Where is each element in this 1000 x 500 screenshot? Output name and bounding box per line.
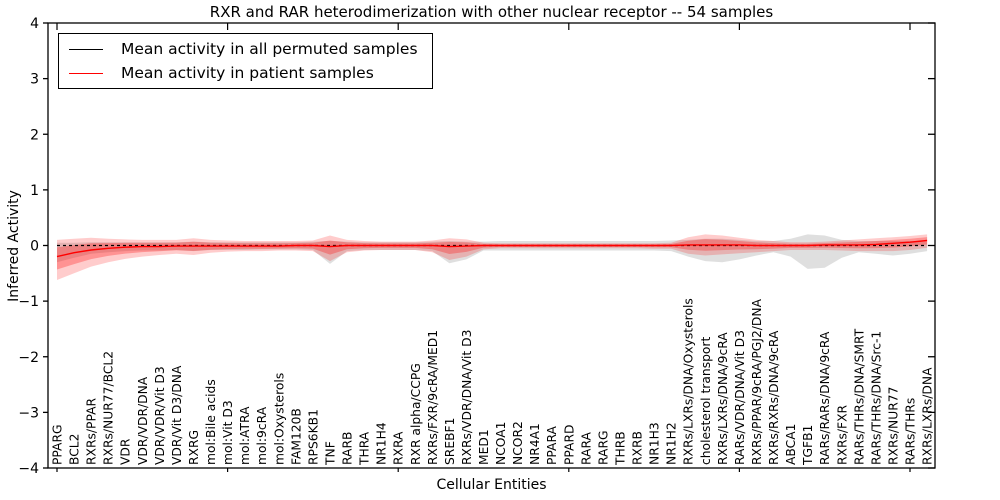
y-tick-label: 2 <box>30 127 39 143</box>
x-entity-label: ABCA1 <box>784 424 798 465</box>
permuted-band <box>57 234 928 269</box>
legend-label-permuted: Mean activity in all permuted samples <box>121 40 418 58</box>
x-entity-label: BCL2 <box>68 434 82 465</box>
x-entity-label: NCOA1 <box>494 422 508 465</box>
patient-line-swatch <box>69 72 103 74</box>
x-entity-label: NCOR2 <box>511 421 525 465</box>
y-tick-label: −3 <box>18 405 39 421</box>
y-tick-label: −4 <box>18 461 39 477</box>
x-entity-label: SREBF1 <box>443 418 457 465</box>
y-tick-label: 1 <box>30 183 39 199</box>
x-entity-label: RARG <box>596 430 610 465</box>
x-entity-label: RARs/THRs <box>904 398 918 465</box>
legend-item-permuted: Mean activity in all permuted samples <box>69 40 418 58</box>
x-entity-label: RXRs/RXRs/DNA/9cRA <box>767 330 781 465</box>
x-entity-label: RXRs/PPAR/9cRA/PGJ2/DNA <box>750 298 764 465</box>
x-entity-label: RXRs/NUR77/BCL2 <box>102 351 116 465</box>
permuted-line-swatch <box>69 48 103 50</box>
x-entity-label: mol:Bile acids <box>204 379 218 465</box>
x-entity-label: FAM120B <box>289 408 303 465</box>
chart-title: RXR and RAR heterodimerization with othe… <box>209 3 774 21</box>
x-entity-label: RXRs/LXRs/DNA/9cRA <box>716 332 730 465</box>
x-entity-label: RARs/VDR/DNA/Vit D3 <box>733 330 747 465</box>
x-axis-label: Cellular Entities <box>436 477 547 493</box>
legend-item-patient: Mean activity in patient samples <box>69 64 418 82</box>
y-tick-label: −2 <box>18 350 39 366</box>
x-entity-label: RARs/RARs/DNA/9cRA <box>818 331 832 465</box>
x-entity-label: RARB <box>341 432 355 465</box>
y-tick-label: 3 <box>30 72 39 88</box>
x-entity-label: NR1H2 <box>665 422 679 465</box>
x-entity-label: NR1H3 <box>648 422 662 465</box>
x-entity-label: mol:Oxysterols <box>272 373 286 465</box>
y-tick-label: 0 <box>30 239 39 255</box>
x-entity-label: RARs/THRs/DNA/SMRT <box>852 328 866 465</box>
x-entity-label: RPS6KB1 <box>306 409 320 465</box>
x-entity-label: RXRs/FXR/9cRA/MED1 <box>426 330 440 465</box>
x-entity-label: VDR/VDR/DNA <box>136 376 150 465</box>
x-entity-label: RXRs/NUR77 <box>886 387 900 465</box>
x-entity-label: TNF <box>324 441 338 466</box>
x-entity-label: mol:Vit D3 <box>221 400 235 465</box>
patient-mean-line <box>56 239 928 258</box>
x-entity-label: RXRs/LXRs/DNA <box>921 367 935 465</box>
x-entity-label: VDR <box>119 438 133 465</box>
x-entity-label: RXRs/VDR/DNA/Vit D3 <box>460 330 474 465</box>
x-entity-label: RXRs/FXR <box>835 404 849 465</box>
x-entity-label: RXRs/PPAR <box>85 397 99 465</box>
x-entity-label: RXRG <box>187 430 201 465</box>
legend-label-patient: Mean activity in patient samples <box>121 64 374 82</box>
y-axis-label: Inferred Activity <box>6 190 22 302</box>
x-entity-label: NR4A1 <box>528 423 542 465</box>
x-entity-label: MED1 <box>477 429 491 465</box>
x-entity-label: NR1H4 <box>375 422 389 465</box>
x-entity-label: VDR/VDR/Vit D3 <box>153 366 167 465</box>
x-entity-label: THRB <box>614 431 628 466</box>
x-entity-label: mol:9cRA <box>255 406 269 465</box>
x-entity-label: TGFB1 <box>801 425 815 466</box>
x-entity-label: RXRA <box>392 431 406 465</box>
x-entity-label: RXR alpha/CCPG <box>409 363 423 465</box>
x-entity-label: cholesterol transport <box>699 337 713 465</box>
x-entity-label: VDR/Vit D3/DNA <box>170 365 184 465</box>
x-entity-label: THRA <box>358 431 372 466</box>
x-entity-label: RXRs/LXRs/DNA/Oxysterols <box>682 298 696 465</box>
x-entity-label: PPARG <box>51 424 65 465</box>
x-entity-label: PPARA <box>545 425 559 465</box>
x-entity-label: RARs/THRs/DNA/Src-1 <box>869 331 883 465</box>
x-entity-label: RXRB <box>631 431 645 465</box>
x-entity-label: mol:ATRA <box>238 406 252 465</box>
y-tick-label: 4 <box>30 16 39 32</box>
y-tick-label: −1 <box>18 294 39 310</box>
x-entity-label: PPARD <box>562 425 576 465</box>
legend: Mean activity in all permuted samples Me… <box>58 33 433 89</box>
x-entity-label: RARA <box>579 431 593 465</box>
